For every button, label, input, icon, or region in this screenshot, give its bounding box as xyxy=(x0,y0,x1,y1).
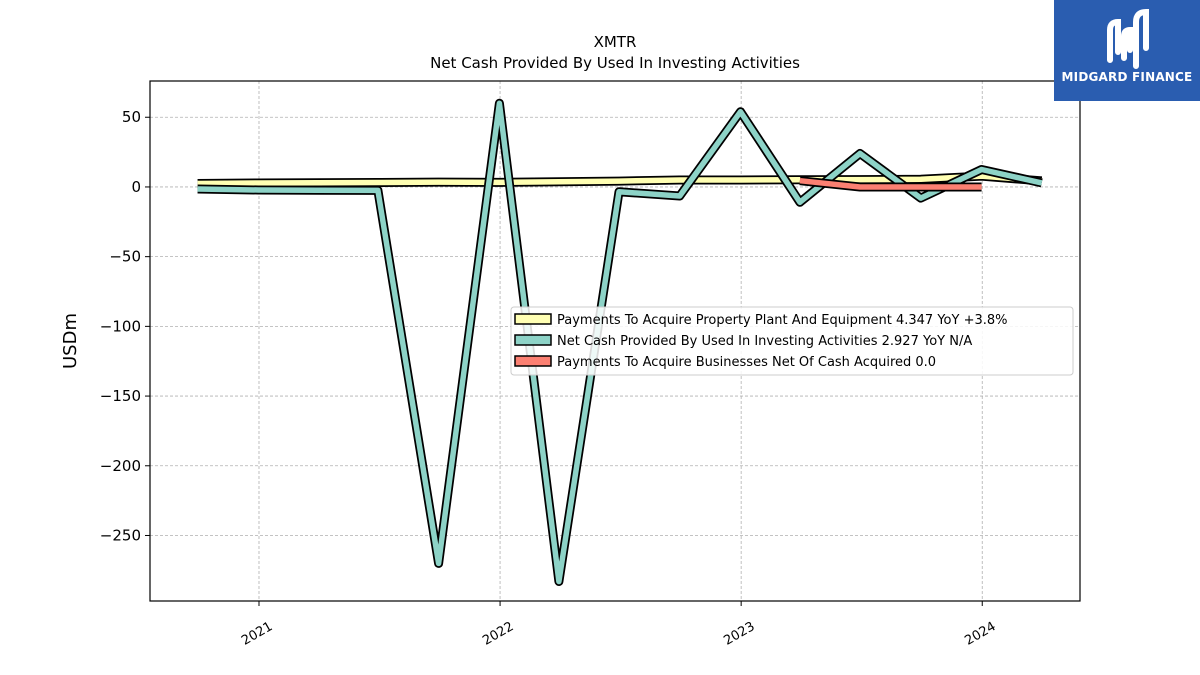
logo-mark-icon xyxy=(1107,8,1149,69)
legend-label-1: Net Cash Provided By Used In Investing A… xyxy=(557,334,972,349)
y-tick-label: 50 xyxy=(122,108,141,126)
plot-frame xyxy=(149,80,1081,602)
y-tick-label: −250 xyxy=(100,526,141,544)
y-tick-label: −150 xyxy=(100,387,141,405)
x-tick-label: 2024 xyxy=(962,619,998,649)
chart-subtitle: Net Cash Provided By Used In Investing A… xyxy=(430,54,800,72)
y-tick-label: 0 xyxy=(131,178,141,196)
brand-logo: MIDGARD FINANCE xyxy=(1054,0,1200,101)
legend-swatch-2 xyxy=(514,355,552,367)
x-tick-label: 2021 xyxy=(239,619,275,649)
legend-box xyxy=(510,306,1074,376)
x-tick-label: 2023 xyxy=(721,619,757,649)
y-tick-label: −50 xyxy=(109,248,141,266)
y-axis-label: USDm xyxy=(60,313,81,369)
series-layer xyxy=(197,98,1043,586)
legend: Payments To Acquire Property Plant And E… xyxy=(510,306,1074,376)
legend-label-2: Payments To Acquire Businesses Net Of Ca… xyxy=(557,355,936,370)
logo-text: MIDGARD FINANCE xyxy=(1061,70,1193,84)
y-tick-label: −200 xyxy=(100,457,141,475)
legend-swatch-1 xyxy=(514,334,552,346)
series-line-2 xyxy=(799,177,982,190)
chart-title: XMTR xyxy=(594,33,637,51)
x-axis: 2021 2022 2023 2024 xyxy=(239,601,999,649)
y-axis: 50 0 −50 −100 −150 −200 −250 xyxy=(100,108,150,544)
y-tick-label: −100 xyxy=(100,317,141,335)
x-tick-label: 2022 xyxy=(480,619,516,649)
legend-label-0: Payments To Acquire Property Plant And E… xyxy=(557,313,1008,328)
legend-swatch-0 xyxy=(514,313,552,325)
